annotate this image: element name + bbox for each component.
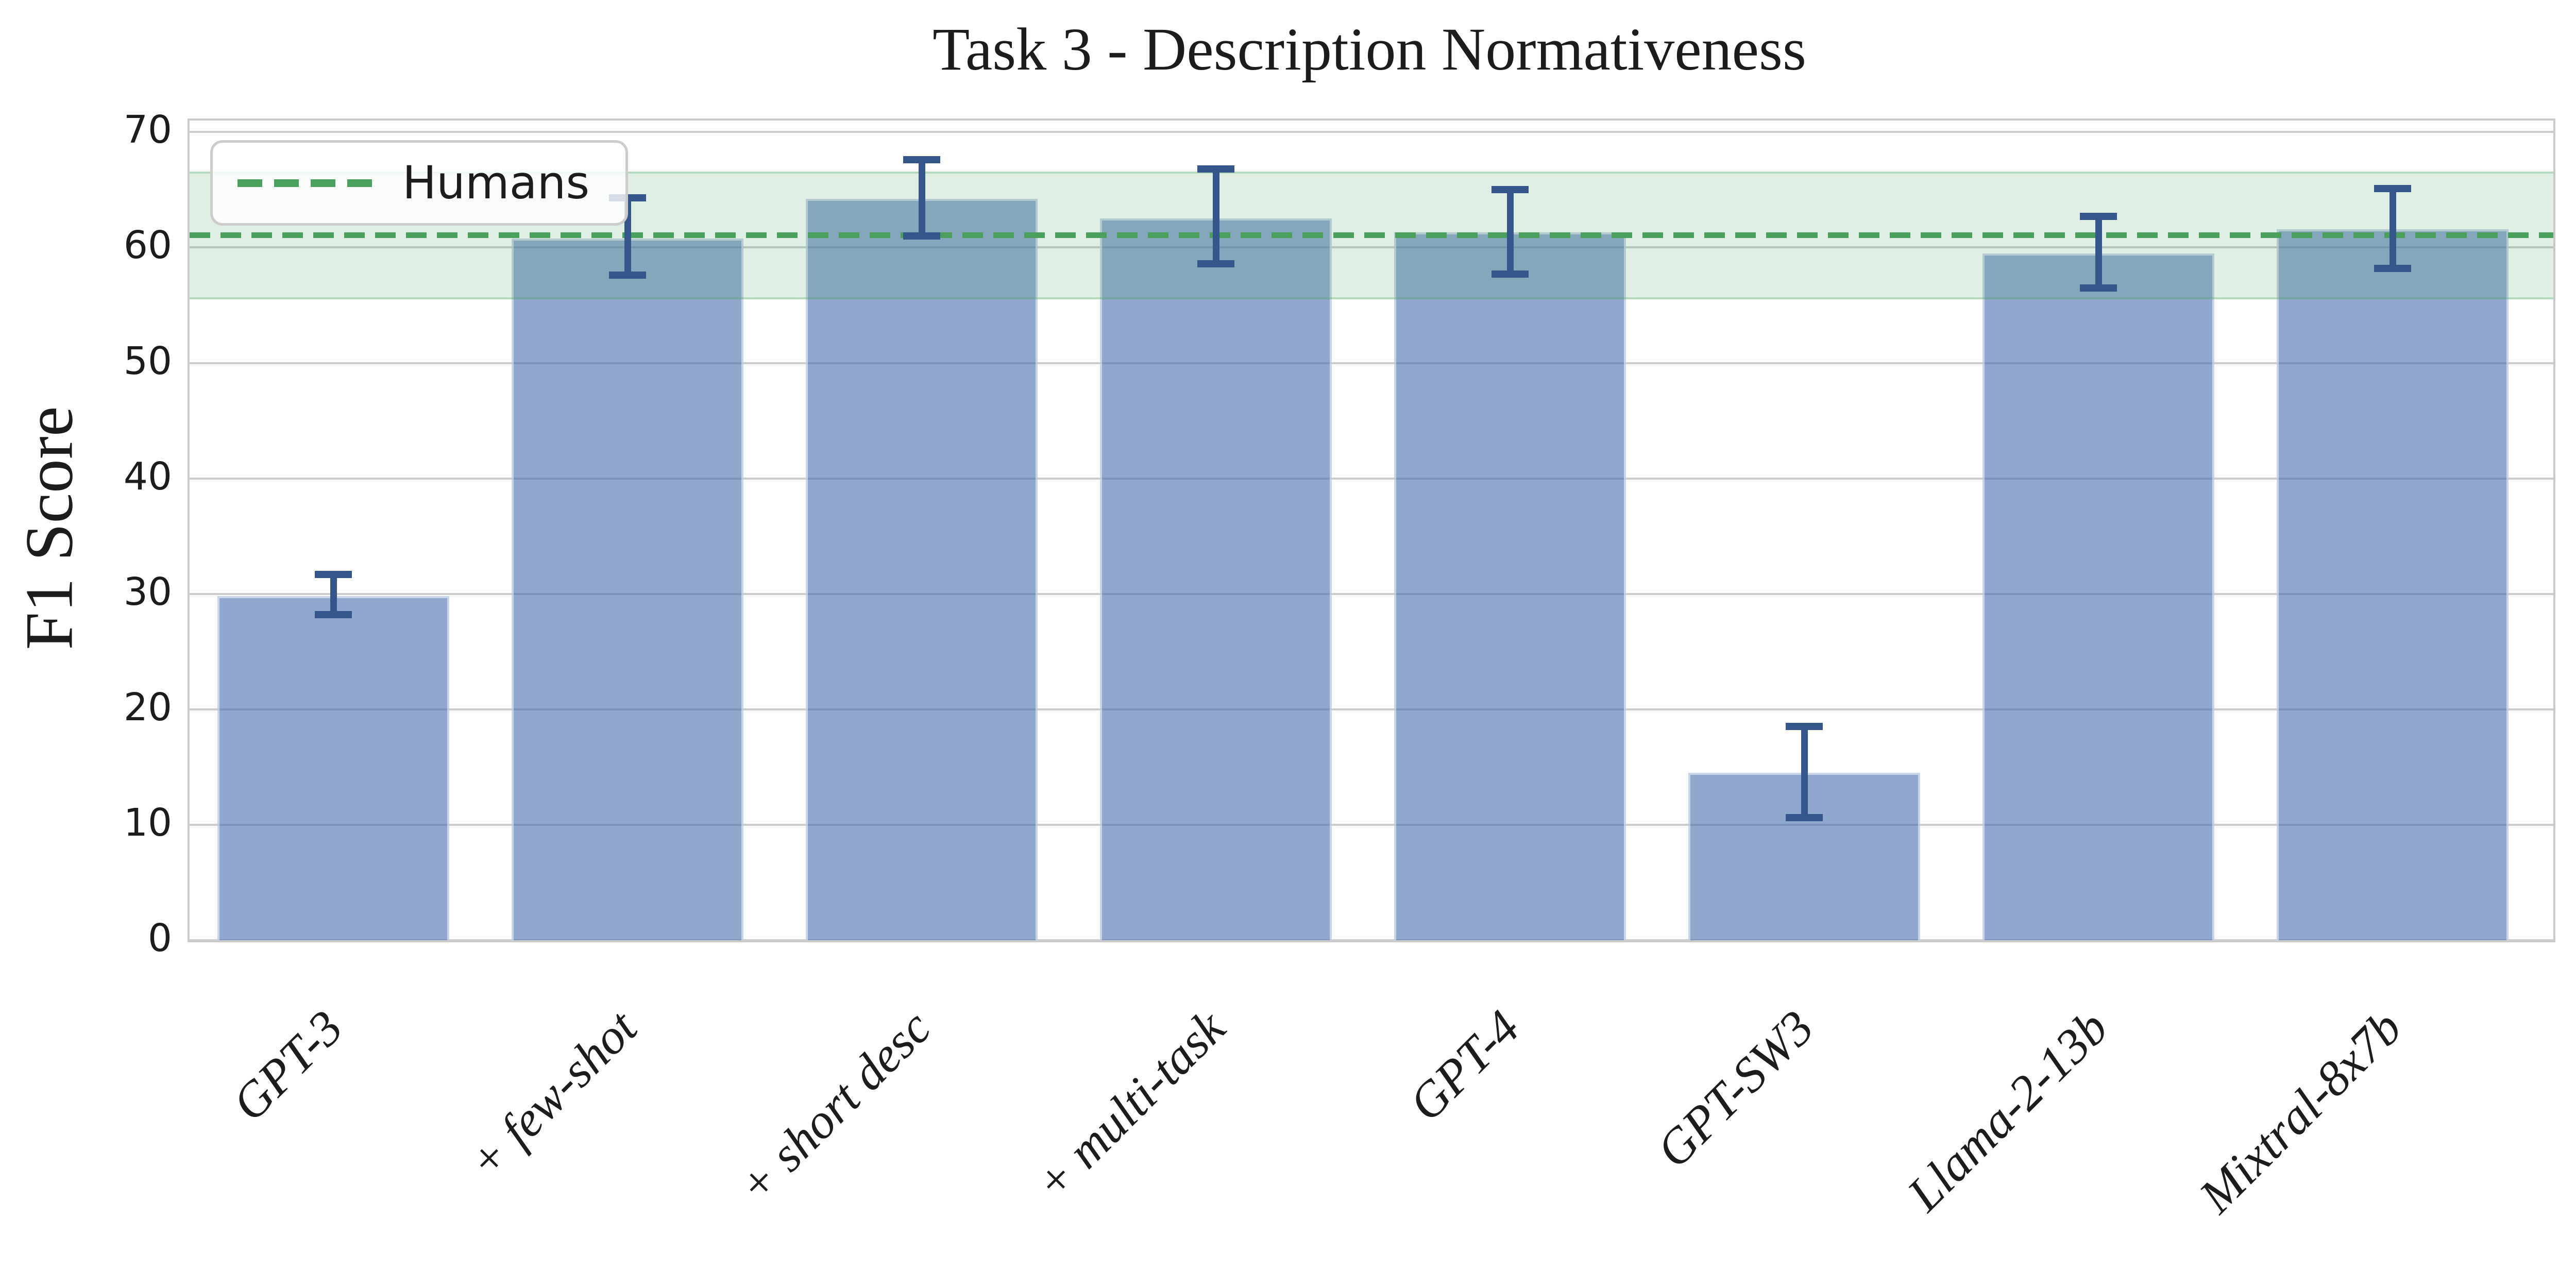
x-tick-label-GPT-3: GPT-3 — [221, 999, 353, 1131]
error-bar-cap-high-GPT-3 — [315, 570, 352, 578]
y-tick-label-70: 70 — [123, 108, 172, 152]
y-tick-label-10: 10 — [123, 800, 172, 845]
y-tick-label-60: 60 — [123, 223, 172, 268]
error-bar-line-+ short desc — [919, 160, 925, 236]
legend-label-humans: Humans — [402, 156, 590, 209]
x-tick-label-Llama-2-13b: Llama-2-13b — [1896, 999, 2119, 1222]
x-tick-label-+ multi-task: + multi-task — [1024, 999, 1236, 1211]
error-bar-line-Mixtral-8x7b — [2389, 189, 2396, 268]
x-tick-label-+ short desc: + short desc — [727, 999, 942, 1214]
legend: Humans — [210, 140, 629, 226]
error-bar-cap-low-Llama-2-13b — [2080, 284, 2117, 292]
error-bar-cap-high-Mixtral-8x7b — [2374, 185, 2411, 193]
gridline-y-20 — [190, 708, 2553, 710]
error-bar-cap-low-+ multi-task — [1197, 260, 1234, 267]
error-bar-cap-high-+ short desc — [903, 156, 940, 164]
error-bar-line-+ multi-task — [1213, 169, 1219, 264]
x-tick-label-+ few-shot: + few-shot — [457, 999, 648, 1190]
bar-+ multi-task — [1100, 218, 1332, 940]
humans-baseline-dashed-line — [190, 232, 2553, 238]
x-tick-label-GPT-4: GPT-4 — [1398, 999, 1530, 1131]
error-bar-cap-low-+ short desc — [903, 232, 940, 240]
y-tick-label-0: 0 — [147, 916, 172, 960]
x-tick-label-Mixtral-8x7b: Mixtral-8x7b — [2189, 999, 2413, 1224]
y-tick-label-40: 40 — [123, 454, 172, 499]
error-bar-cap-high-+ multi-task — [1197, 165, 1234, 173]
gridline-y-0 — [190, 939, 2553, 941]
bar-Mixtral-8x7b — [2277, 229, 2509, 940]
gridline-y-50 — [190, 362, 2553, 364]
gridline-y-10 — [190, 823, 2553, 826]
humans-dashed-line-swatch — [238, 179, 372, 187]
y-tick-label-50: 50 — [123, 338, 172, 383]
error-bar-line-GPT-SW3 — [1801, 726, 1808, 818]
y-tick-label-20: 20 — [123, 685, 172, 730]
error-bar-cap-high-Llama-2-13b — [2080, 212, 2117, 220]
error-bar-line-GPT-3 — [330, 574, 337, 615]
bar-Llama-2-13b — [1982, 253, 2214, 940]
plot-area: Humans — [188, 118, 2555, 942]
gridline-y-30 — [190, 592, 2553, 595]
error-bar-line-Llama-2-13b — [2095, 216, 2102, 288]
gridline-y-40 — [190, 477, 2553, 480]
bar-GPT-3 — [217, 596, 449, 940]
chart-title: Task 3 - Description Normativeness — [933, 15, 1806, 83]
error-bar-cap-low-GPT-4 — [1492, 270, 1529, 278]
y-tick-label-30: 30 — [123, 569, 172, 614]
gridline-y-60 — [190, 246, 2553, 249]
error-bar-cap-low-GPT-SW3 — [1786, 814, 1823, 822]
error-bar-cap-low-Mixtral-8x7b — [2374, 264, 2411, 272]
error-bar-cap-high-GPT-SW3 — [1786, 723, 1823, 731]
x-tick-label-GPT-SW3: GPT-SW3 — [1646, 999, 1824, 1178]
error-bar-cap-high-GPT-4 — [1492, 186, 1529, 194]
error-bar-cap-low-GPT-3 — [315, 611, 352, 619]
bar-GPT-4 — [1394, 232, 1626, 940]
error-bar-line-GPT-4 — [1507, 190, 1514, 275]
bar-+ short desc — [806, 199, 1038, 940]
gridline-y-70 — [190, 131, 2553, 133]
bar-+ few-shot — [512, 238, 743, 940]
error-bar-cap-low-+ few-shot — [609, 272, 646, 279]
